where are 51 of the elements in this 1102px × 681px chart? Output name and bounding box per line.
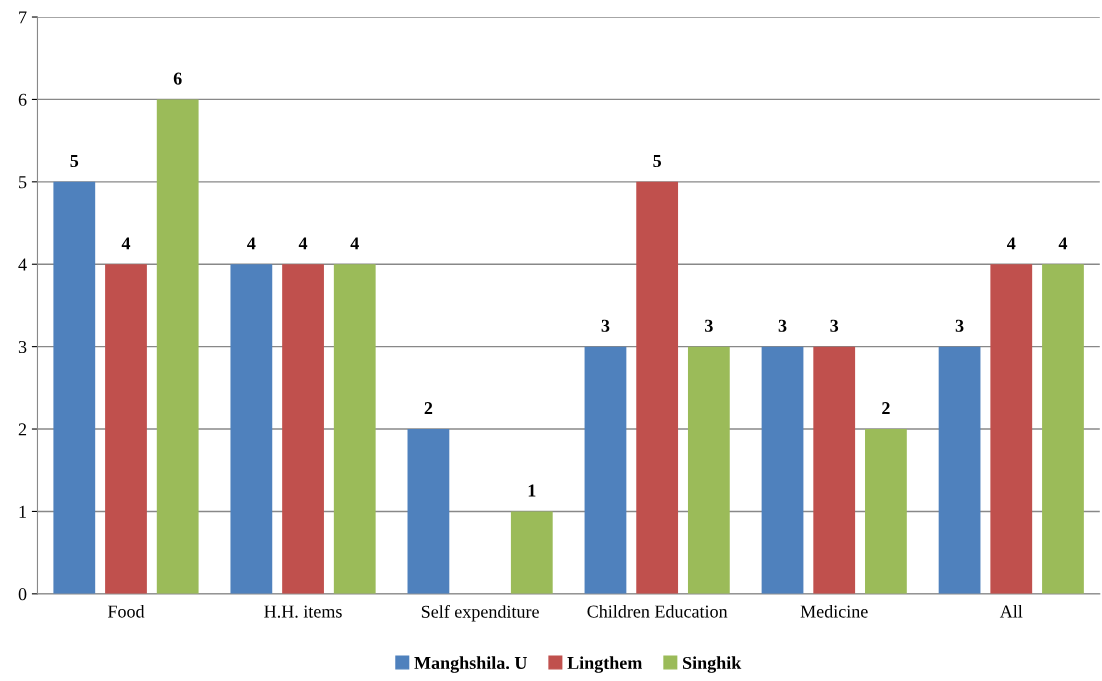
bar: [407, 429, 450, 594]
bar: [230, 264, 273, 594]
bar: [105, 264, 147, 594]
bar: [865, 429, 907, 594]
data-label: 4: [247, 237, 256, 250]
x-tick-label: Self expenditure: [421, 604, 539, 622]
bar: [761, 346, 804, 594]
bar: [990, 264, 1033, 594]
bar: [156, 99, 199, 594]
y-tick-label: 7: [19, 11, 27, 24]
legend-label: Lingthem: [567, 656, 643, 673]
bar: [938, 346, 981, 594]
data-label: 3: [778, 319, 787, 332]
x-tick-label: H.H. items: [264, 605, 342, 618]
bar: [584, 346, 627, 594]
data-label: 3: [601, 319, 610, 332]
data-label: 3: [705, 319, 713, 332]
x-tick-label: All: [999, 604, 1023, 618]
data-label: 2: [882, 402, 890, 415]
data-label: 4: [350, 237, 359, 250]
legend-label: Singhik: [683, 656, 742, 673]
x-tick-label: Medicine: [800, 604, 868, 618]
bar: [282, 264, 324, 594]
bar: [813, 346, 856, 594]
data-label: 4: [1058, 237, 1068, 250]
data-label: 6: [173, 72, 182, 85]
bar: [636, 181, 679, 594]
data-label: 5: [70, 155, 79, 168]
bar: [1042, 264, 1084, 594]
bar: [53, 181, 96, 594]
data-label: 2: [424, 402, 433, 415]
bar: [687, 346, 730, 594]
legend-label: Manghshila. U: [414, 656, 527, 673]
data-label: 3: [955, 319, 964, 332]
data-label: 5: [653, 155, 662, 168]
data-label: 4: [121, 237, 131, 250]
y-tick-label: 0: [18, 588, 27, 601]
y-tick-label: 3: [18, 340, 27, 354]
data-label: 4: [1007, 237, 1016, 250]
y-tick-label: 6: [18, 93, 27, 106]
bar: [333, 264, 376, 594]
y-tick-label: 2: [18, 423, 27, 436]
y-tick-label: 1: [19, 505, 26, 518]
data-label: 3: [830, 319, 839, 332]
y-tick-label: 5: [19, 176, 27, 189]
y-tick-label: 4: [18, 258, 27, 271]
data-label: 4: [298, 237, 308, 250]
x-tick-label: Food: [107, 604, 145, 618]
x-tick-label: Children Education: [587, 604, 728, 618]
data-label: 1: [528, 484, 536, 497]
bar: [510, 511, 553, 594]
